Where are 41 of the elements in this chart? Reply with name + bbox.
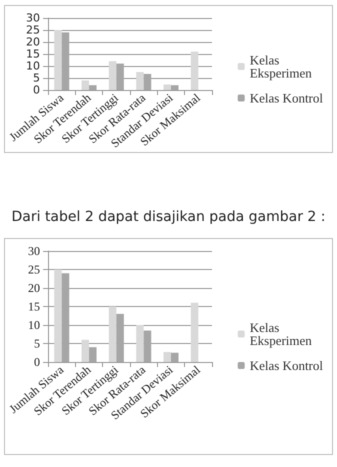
bar xyxy=(164,84,172,90)
bar xyxy=(62,273,70,362)
legend-label: Kelas Eksperimen xyxy=(250,320,312,348)
bar xyxy=(190,302,198,362)
bar xyxy=(82,80,90,90)
bar xyxy=(62,32,70,90)
bar xyxy=(171,85,179,90)
bar xyxy=(54,30,62,90)
legend-label: Kelas Eksperimen xyxy=(250,52,312,80)
y-tick-label: 15 xyxy=(28,300,40,314)
bar xyxy=(116,64,124,90)
bar xyxy=(171,352,179,362)
bar xyxy=(108,61,116,90)
y-tick-label: 5 xyxy=(33,72,40,84)
y-tick-label: 30 xyxy=(28,244,40,258)
bar xyxy=(136,72,144,90)
bar xyxy=(89,85,97,90)
y-tick-label: 10 xyxy=(28,318,40,332)
y-tick-label: 20 xyxy=(28,281,40,295)
bar xyxy=(144,330,152,362)
bar xyxy=(54,270,62,362)
y-tick-label: 5 xyxy=(34,336,40,350)
y-tick-label: 0 xyxy=(34,355,40,369)
y-tick-label: 15 xyxy=(26,48,40,60)
bar xyxy=(82,340,90,362)
y-tick-label: 25 xyxy=(28,262,40,276)
bar xyxy=(116,314,124,362)
y-tick-label: 30 xyxy=(26,12,40,24)
y-tick-label: 10 xyxy=(26,60,40,72)
bar xyxy=(164,352,172,362)
y-tick-label: 25 xyxy=(26,24,40,36)
legend-label: Kelas Kontrol xyxy=(250,90,324,106)
bar xyxy=(144,74,152,90)
bar xyxy=(108,306,116,362)
bar xyxy=(89,347,97,362)
y-tick-label: 0 xyxy=(33,84,40,96)
y-tick-label: 20 xyxy=(26,36,40,48)
chart-title: Dari tabel 2 dapat disajikan pada gambar 2 : xyxy=(10,209,326,225)
bar xyxy=(136,325,144,362)
bar xyxy=(190,52,198,90)
legend-label: Kelas Kontrol xyxy=(250,358,324,373)
